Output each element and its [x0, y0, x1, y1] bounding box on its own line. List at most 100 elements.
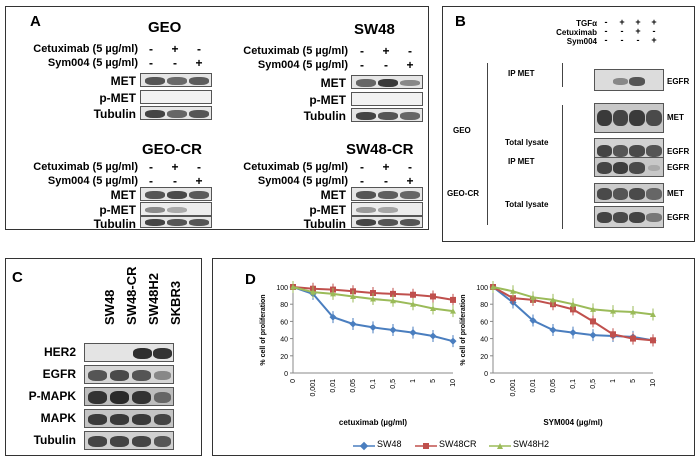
data-point — [450, 296, 456, 303]
sw48-sign: - — [360, 44, 364, 58]
sw48-pmet-blot — [351, 92, 423, 106]
sw48-met-label: MET — [320, 76, 346, 90]
y-tick-label: 20 — [480, 354, 488, 361]
data-point — [370, 296, 376, 302]
data-point — [529, 317, 537, 325]
legend-sw48: SW48 — [377, 439, 402, 449]
x-tick-label: 0 — [290, 379, 297, 383]
x-tick-label: 10 — [450, 379, 457, 387]
b-sign: + — [635, 26, 641, 36]
sw48-cr-met-label: MET — [320, 188, 346, 202]
b-geo-cr-ip-egfr-label: EGFR — [667, 163, 690, 172]
y-axis-title: % cell of proliferation — [460, 294, 467, 365]
x-tick-label: 0,1 — [570, 379, 577, 389]
data-point — [450, 308, 456, 314]
geo-sign: - — [197, 42, 201, 56]
c-row-label: HER2 — [43, 345, 76, 359]
b-geo-egfr-label: EGFR — [667, 147, 690, 156]
data-point — [410, 291, 416, 298]
geo-cr-sign: + — [171, 160, 179, 174]
geo-cr-tubulin-label: Tubulin — [93, 217, 136, 231]
lane-label: SW48 — [102, 289, 117, 325]
sw48-cr-cetuximab-label: Cetuximab (5 µg/ml) — [243, 161, 348, 173]
b-sign: - — [636, 35, 640, 45]
y-tick-label: 80 — [280, 302, 288, 309]
b-geo-cr-ip-egfr-blot — [594, 157, 664, 177]
c-row-label: P-MAPK — [28, 389, 76, 403]
b-sign: - — [604, 35, 608, 45]
geo-sign: - — [149, 42, 153, 56]
c-tubulin-blot — [84, 431, 174, 450]
legend-sw48cr-swatch — [415, 443, 437, 449]
geo-cr-sign: - — [173, 174, 177, 188]
data-point — [430, 305, 436, 311]
data-point — [630, 335, 636, 342]
data-point — [569, 329, 577, 337]
b-geo-ip-egfr-label: EGFR — [667, 77, 690, 86]
b-geo-cr-met-blot — [594, 183, 664, 203]
b-geo-ip-egfr-blot — [594, 69, 664, 91]
b-geo-total-label: Total lysate — [505, 138, 549, 147]
sw48-cr-title: SW48-CR — [346, 141, 414, 158]
data-point — [510, 295, 516, 302]
sw48-pmet-label: p-MET — [309, 93, 346, 107]
data-point — [589, 331, 597, 339]
sw48-cr-tubulin-label: Tubulin — [303, 217, 346, 231]
data-point — [630, 308, 636, 315]
x-tick-label: 0,5 — [390, 379, 397, 389]
x-tick-label: 0,5 — [590, 379, 597, 389]
treat-sym-label: Sym004 — [566, 37, 597, 46]
legend-sw48h2-swatch — [489, 443, 511, 449]
panel-c-letter: C — [12, 269, 23, 286]
b-sign: - — [620, 35, 624, 45]
data-point — [610, 331, 616, 338]
legend-sw48-swatch — [353, 441, 375, 451]
sw48-cetuximab-label: Cetuximab (5 µg/ml) — [243, 45, 348, 57]
c-row-label: EGFR — [42, 367, 76, 381]
sw48-cr-sign: - — [360, 174, 364, 188]
y-tick-label: 40 — [480, 337, 488, 344]
geo-pmet-blot — [140, 90, 212, 104]
x-tick-label: 10 — [650, 379, 657, 387]
x-tick-label: 0,01 — [330, 379, 337, 393]
sw48-title: SW48 — [354, 21, 395, 38]
b-sign: - — [604, 26, 608, 36]
sw48-sym004-label: Sym004 (5 µg/ml) — [257, 59, 348, 71]
x-tick-label: 0 — [490, 379, 497, 383]
panel-a: A GEO Cetuximab (5 µg/ml) Sym004 (5 µg/m… — [5, 6, 429, 231]
x-tick-label: 1 — [410, 379, 417, 383]
lane-label: SW48-CR — [124, 266, 139, 325]
data-point — [610, 308, 616, 314]
data-point — [650, 311, 656, 318]
data-point — [429, 332, 437, 340]
y-tick-label: 0 — [484, 371, 488, 378]
sw48-tubulin-blot — [351, 108, 423, 122]
geo-cr-met-label: MET — [110, 188, 136, 202]
sw48-tubulin-label: Tubulin — [303, 109, 346, 123]
sw48-cr-pmet-blot — [351, 202, 423, 216]
data-point — [330, 290, 336, 297]
sw48-cr-sign: + — [382, 160, 390, 174]
x-axis-title: SYM004 (µg/ml) — [543, 418, 603, 427]
data-point — [349, 320, 357, 328]
chart-sym004: 0 20 40 60 80 100 0 0,001 0,01 0,05 0,1 0,5 1 5 10 % ce… — [460, 281, 657, 427]
geo-sym004-label: Sym004 (5 µg/ml) — [47, 57, 138, 69]
sw48-cr-sign: - — [408, 160, 412, 174]
y-tick-label: 20 — [280, 354, 288, 361]
c-pmapk-blot — [84, 387, 174, 406]
data-point — [430, 293, 436, 300]
c-mapk-blot — [84, 409, 174, 428]
data-point — [530, 294, 536, 300]
data-point — [390, 297, 396, 304]
b-geo-cr-met-label: MET — [667, 189, 684, 198]
data-point — [350, 293, 356, 299]
y-tick-label: 100 — [276, 285, 288, 292]
x-tick-label: 5 — [630, 379, 637, 383]
x-tick-label: 0,05 — [550, 379, 557, 393]
geo-sign: + — [171, 42, 179, 56]
data-point — [490, 284, 496, 290]
c-row-label: MAPK — [40, 411, 76, 425]
lane-label: SKBR3 — [168, 280, 183, 325]
b-sign: + — [635, 17, 641, 27]
b-geo-ip-label: IP MET — [508, 69, 535, 78]
